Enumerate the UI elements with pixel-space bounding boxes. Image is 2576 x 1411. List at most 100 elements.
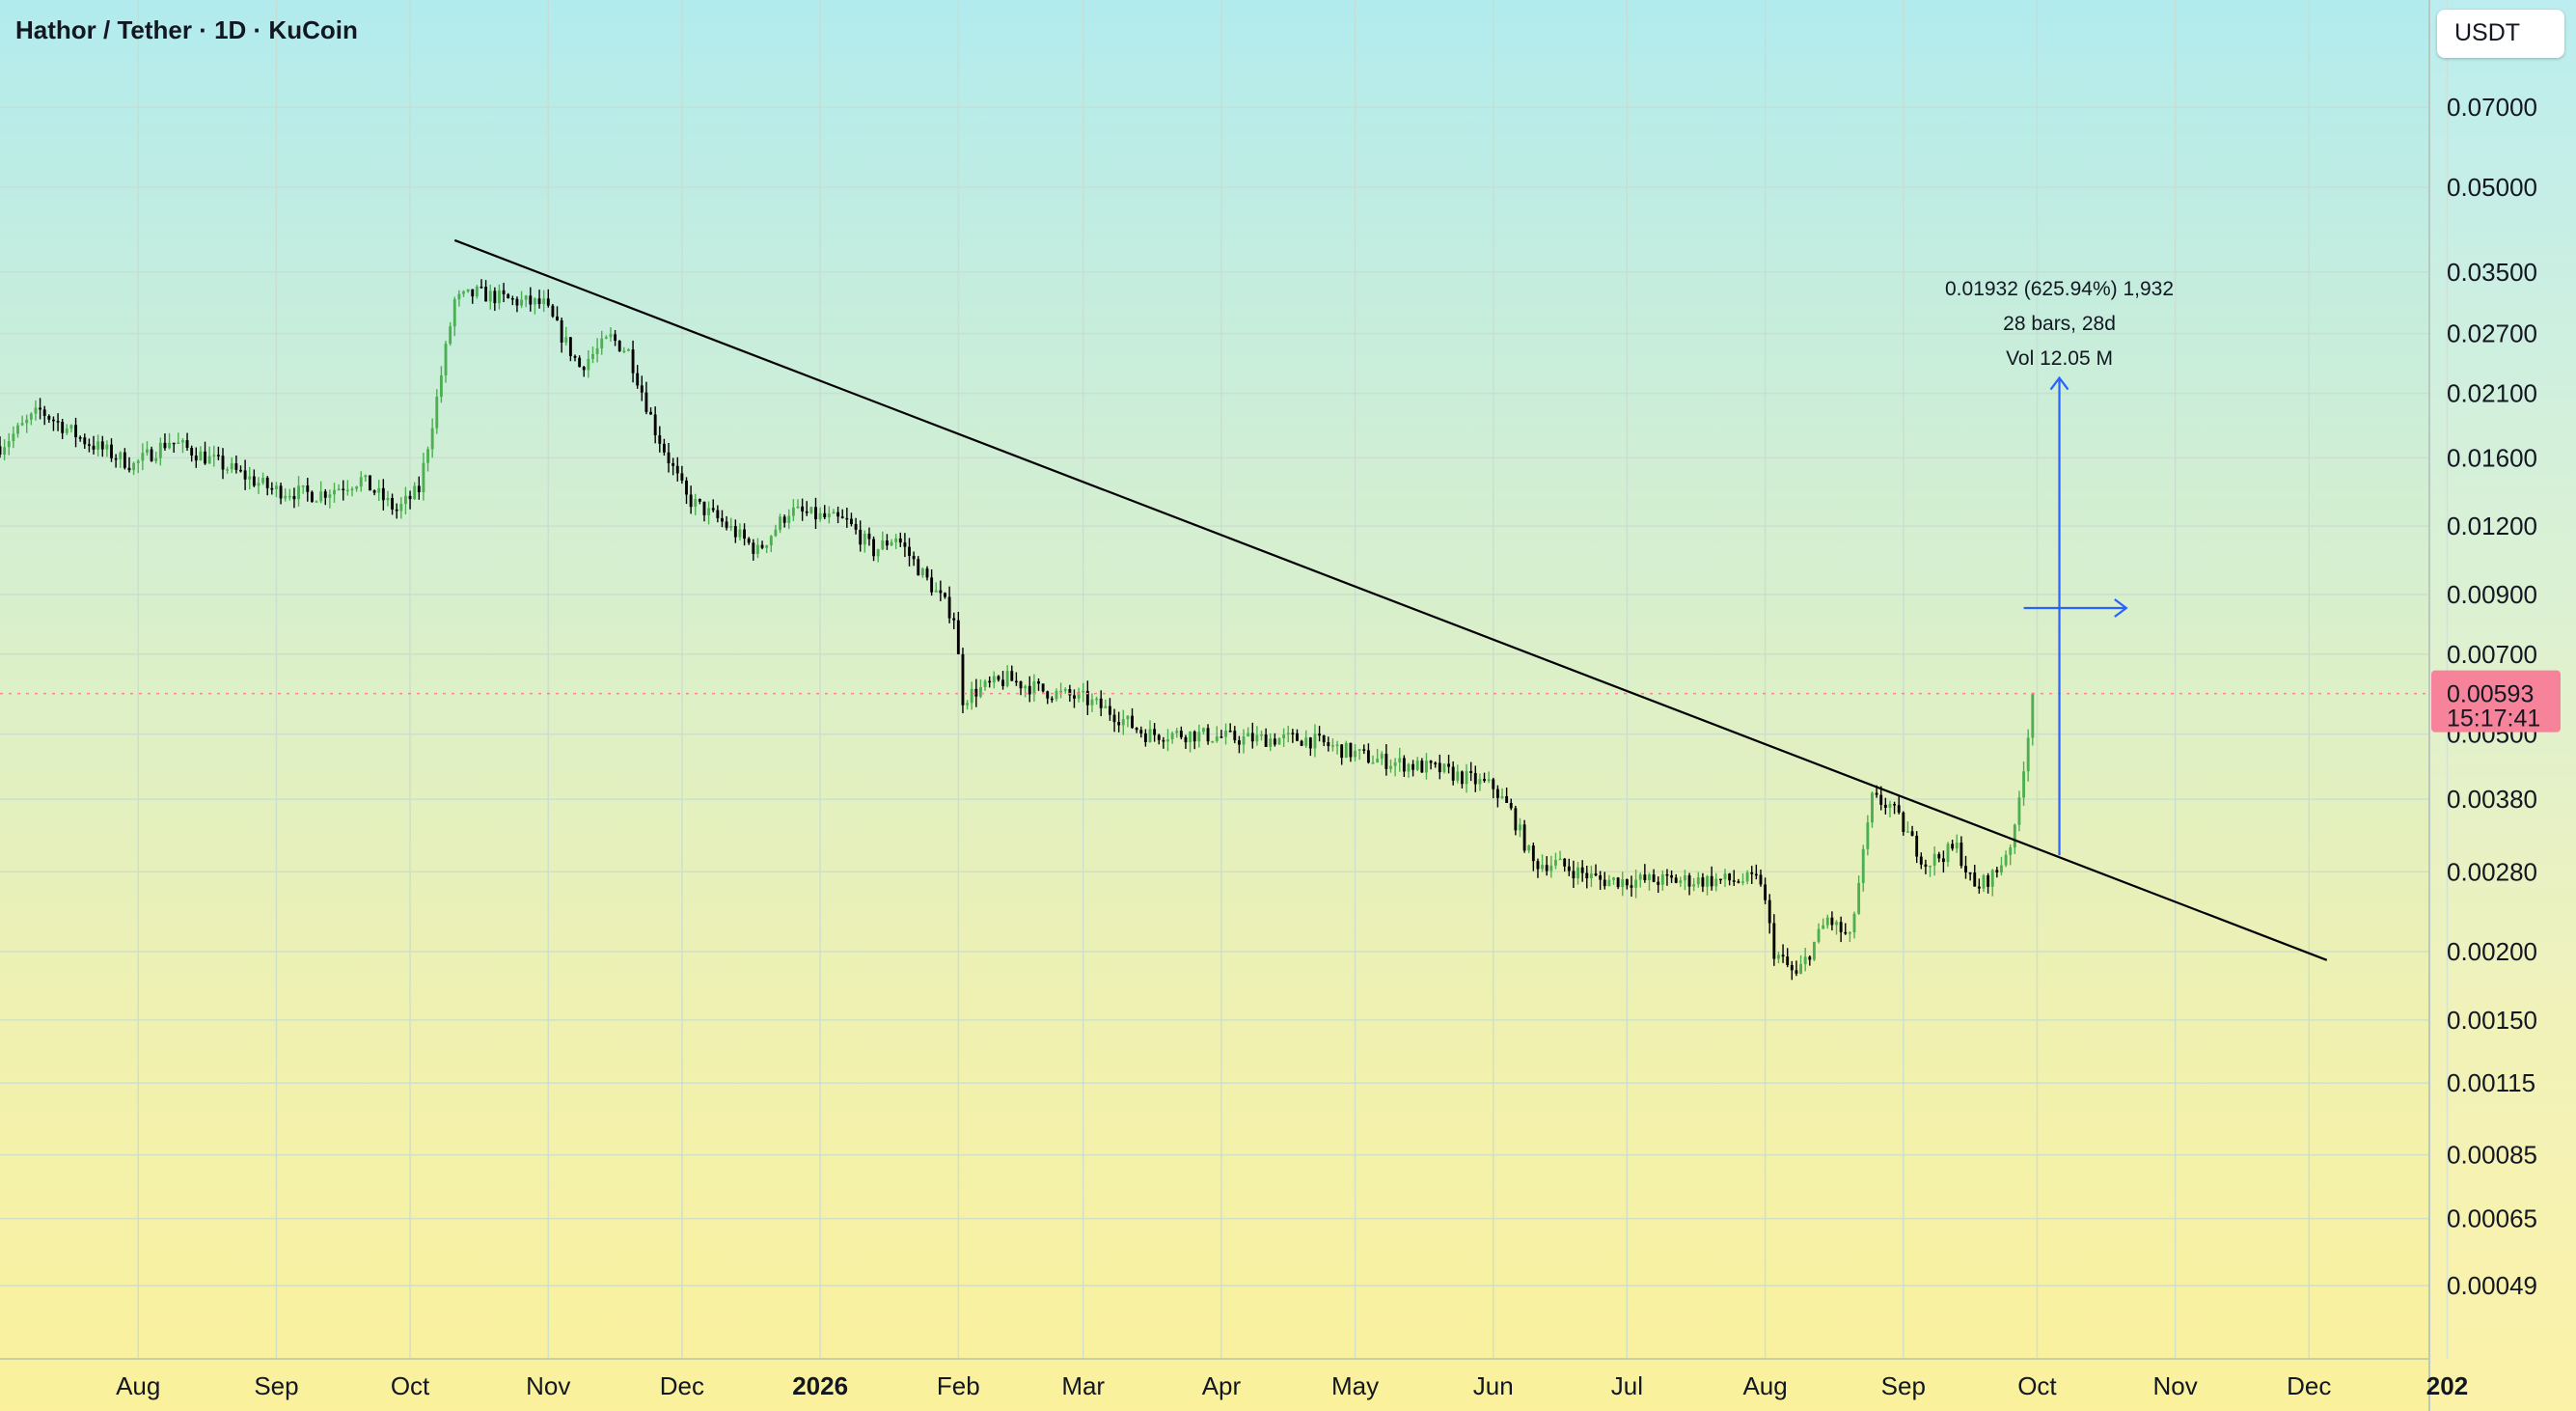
candle-body — [1170, 733, 1174, 739]
candle-body — [1888, 804, 1892, 808]
candle-body — [1063, 689, 1067, 691]
candle-body — [832, 512, 836, 514]
candle-body — [1277, 738, 1281, 745]
candle-body — [1977, 886, 1981, 889]
candle-body — [1519, 824, 1521, 831]
x-tick-label: Aug — [1742, 1371, 1787, 1400]
measure-label-3: Vol 12.05 M — [2006, 347, 2113, 370]
x-tick-label: Jul — [1611, 1371, 1643, 1400]
candle-body — [640, 385, 644, 393]
candle-body — [1737, 881, 1740, 883]
candle-body — [404, 495, 407, 505]
candle-body — [1046, 691, 1050, 699]
candle-body — [1189, 731, 1192, 743]
candle-body — [1732, 880, 1736, 882]
candle-body — [698, 498, 701, 502]
candle-body — [1202, 728, 1205, 733]
candle-body — [1857, 883, 1861, 914]
candle-body — [818, 512, 822, 520]
candle-body — [898, 538, 902, 543]
candle-body — [435, 397, 439, 429]
candle-body — [912, 555, 916, 560]
y-tick-label: 0.00065 — [2447, 1204, 2537, 1233]
candle-body — [765, 545, 769, 548]
candle-body — [1866, 822, 1870, 849]
candle-body — [2000, 865, 2003, 872]
candle-body — [1247, 733, 1250, 737]
candle-body — [493, 290, 497, 304]
candle-body — [381, 487, 385, 501]
current-price-tag — [2431, 670, 2561, 733]
candle-body — [301, 485, 305, 487]
candle-body — [1389, 765, 1392, 769]
candle-body — [1603, 879, 1606, 887]
candle-body — [711, 508, 715, 511]
candle-body — [1005, 671, 1009, 686]
candle-body — [662, 443, 666, 453]
candle-body — [1019, 681, 1023, 689]
x-tick-label: Oct — [391, 1371, 430, 1400]
candle-body — [988, 680, 992, 683]
candle-body — [345, 489, 349, 492]
candle-body — [694, 498, 698, 508]
candle-body — [925, 568, 929, 578]
candle-body — [510, 297, 514, 300]
candle-body — [1376, 759, 1380, 763]
candle-body — [622, 350, 626, 352]
candle-body — [1803, 956, 1807, 964]
candle-body — [1143, 733, 1147, 742]
candle-body — [185, 440, 189, 448]
candle-body — [2022, 771, 2025, 798]
candle-body — [158, 442, 162, 458]
candle-body — [1514, 808, 1518, 831]
candle-body — [1812, 941, 1816, 960]
candle-body — [1987, 875, 1990, 887]
candle-body — [1741, 881, 1744, 883]
candle-body — [617, 341, 621, 351]
candle-body — [480, 286, 483, 289]
candle-body — [141, 453, 145, 461]
candle-body — [823, 512, 827, 517]
candle-body — [1692, 884, 1696, 887]
candle-body — [265, 478, 269, 488]
candle-body — [1634, 879, 1638, 888]
candle-body — [1808, 956, 1812, 960]
candle-body — [426, 449, 429, 463]
candle-body — [733, 526, 737, 538]
candle-body — [1407, 763, 1411, 772]
candle-body — [520, 299, 523, 306]
candle-body — [1879, 794, 1883, 805]
candle-body — [1527, 845, 1531, 851]
candle-body — [1883, 804, 1887, 808]
current-price-label: 0.00593 — [2447, 681, 2534, 708]
y-tick-label: 0.00049 — [2447, 1271, 2537, 1300]
candle-body — [20, 423, 24, 426]
candle-body — [1964, 866, 1967, 873]
candle-body — [252, 476, 256, 486]
candle-body — [1612, 877, 1615, 880]
candle-body — [1768, 899, 1771, 924]
currency-button[interactable]: USDT — [2437, 10, 2564, 58]
candle-body — [488, 290, 492, 302]
candle-body — [1817, 928, 1821, 942]
candle-body — [1799, 963, 1802, 974]
candle-body — [132, 462, 136, 471]
candle-body — [752, 542, 755, 554]
candle-body — [1260, 733, 1263, 736]
candle-body — [836, 512, 840, 517]
candle-body — [100, 441, 104, 450]
candle-body — [1099, 698, 1103, 708]
candle-body — [1929, 865, 1932, 868]
candle-body — [180, 440, 184, 443]
candle-body — [1041, 683, 1045, 692]
candle-body — [34, 407, 38, 414]
candle-body — [1625, 879, 1629, 886]
candle-body — [1179, 731, 1183, 737]
candle-body — [484, 287, 488, 302]
drawings: 0.01932 (625.94%) 1,932 28 bars, 28d Vol 1… — [0, 238, 2429, 961]
candle-body — [1273, 738, 1276, 745]
candle-body — [760, 544, 764, 548]
candle-body — [1754, 873, 1758, 876]
